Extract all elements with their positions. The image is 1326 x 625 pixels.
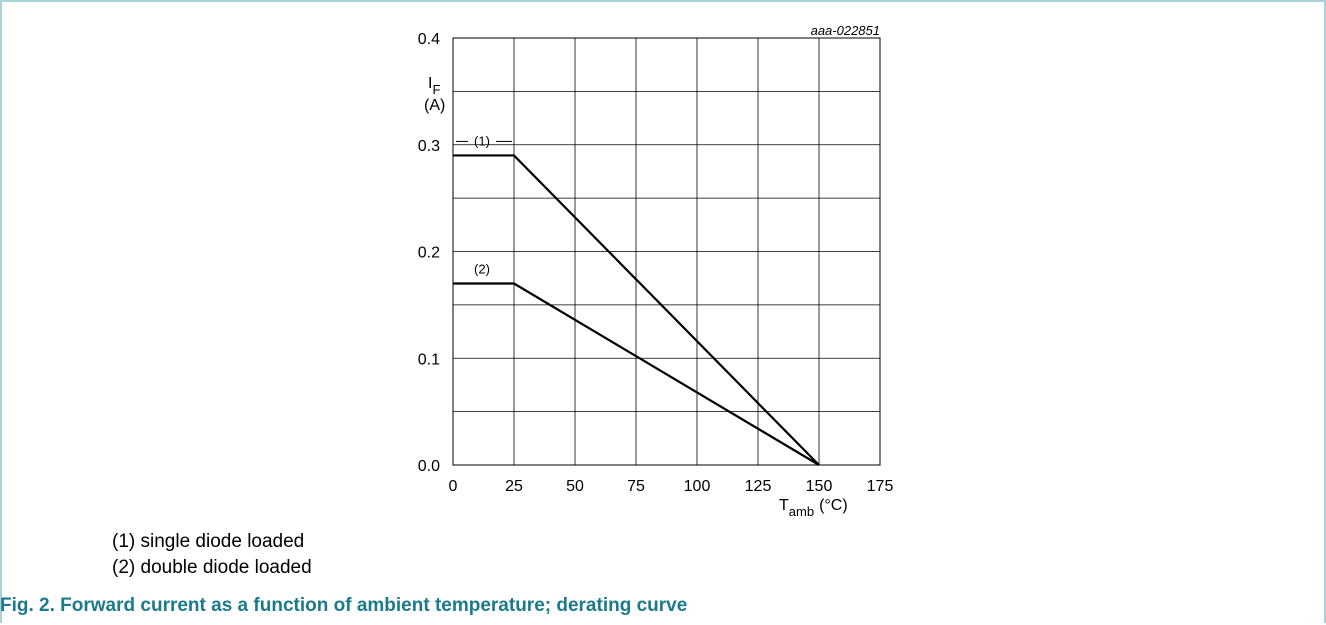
x-tick-label: 50 xyxy=(566,478,584,495)
y-tick-label: 0.0 xyxy=(418,458,440,475)
figure-caption: Fig. 2. Forward current as a function of… xyxy=(0,595,688,616)
series-label-2: (2) xyxy=(474,262,490,277)
y-tick-label: 0.2 xyxy=(418,245,440,262)
y-tick-label: 0.3 xyxy=(418,138,440,155)
x-tick-label: 175 xyxy=(867,478,894,495)
note-1: (1) single diode loaded xyxy=(112,531,305,552)
chart-grid xyxy=(452,37,881,466)
y-axis-unit: (A) xyxy=(424,97,445,114)
y-axis-label: IF xyxy=(428,75,440,97)
series-line-1 xyxy=(453,154,820,466)
figure-id: aaa-022851 xyxy=(811,23,880,38)
series-label-1: (1) xyxy=(474,133,490,148)
x-tick-label: 100 xyxy=(684,478,711,495)
derating-chart: 0 25 50 75 100 125 150 175 0.0 0.1 0.2 0.3 0.4 (1) (2… xyxy=(418,23,894,519)
y-tick-label: 0.1 xyxy=(418,351,440,368)
note-2: (2) double diode loaded xyxy=(112,557,312,578)
x-tick-label: 150 xyxy=(806,478,833,495)
tick-labels: 0 25 50 75 100 125 150 175 0.0 0.1 0.2 0.3 0.4 xyxy=(418,31,894,495)
y-tick-label: 0.4 xyxy=(418,31,440,48)
x-tick-label: 125 xyxy=(745,478,772,495)
x-tick-label: 75 xyxy=(627,478,645,495)
x-axis-label: Tamb (°C) xyxy=(779,497,848,519)
series-line-2 xyxy=(453,282,820,466)
x-tick-label: 25 xyxy=(505,478,523,495)
x-tick-label: 0 xyxy=(449,478,458,495)
curve-notes: (1) single diode loaded (2) double diode… xyxy=(112,529,312,581)
chart-series: (1) (2) xyxy=(453,133,820,466)
